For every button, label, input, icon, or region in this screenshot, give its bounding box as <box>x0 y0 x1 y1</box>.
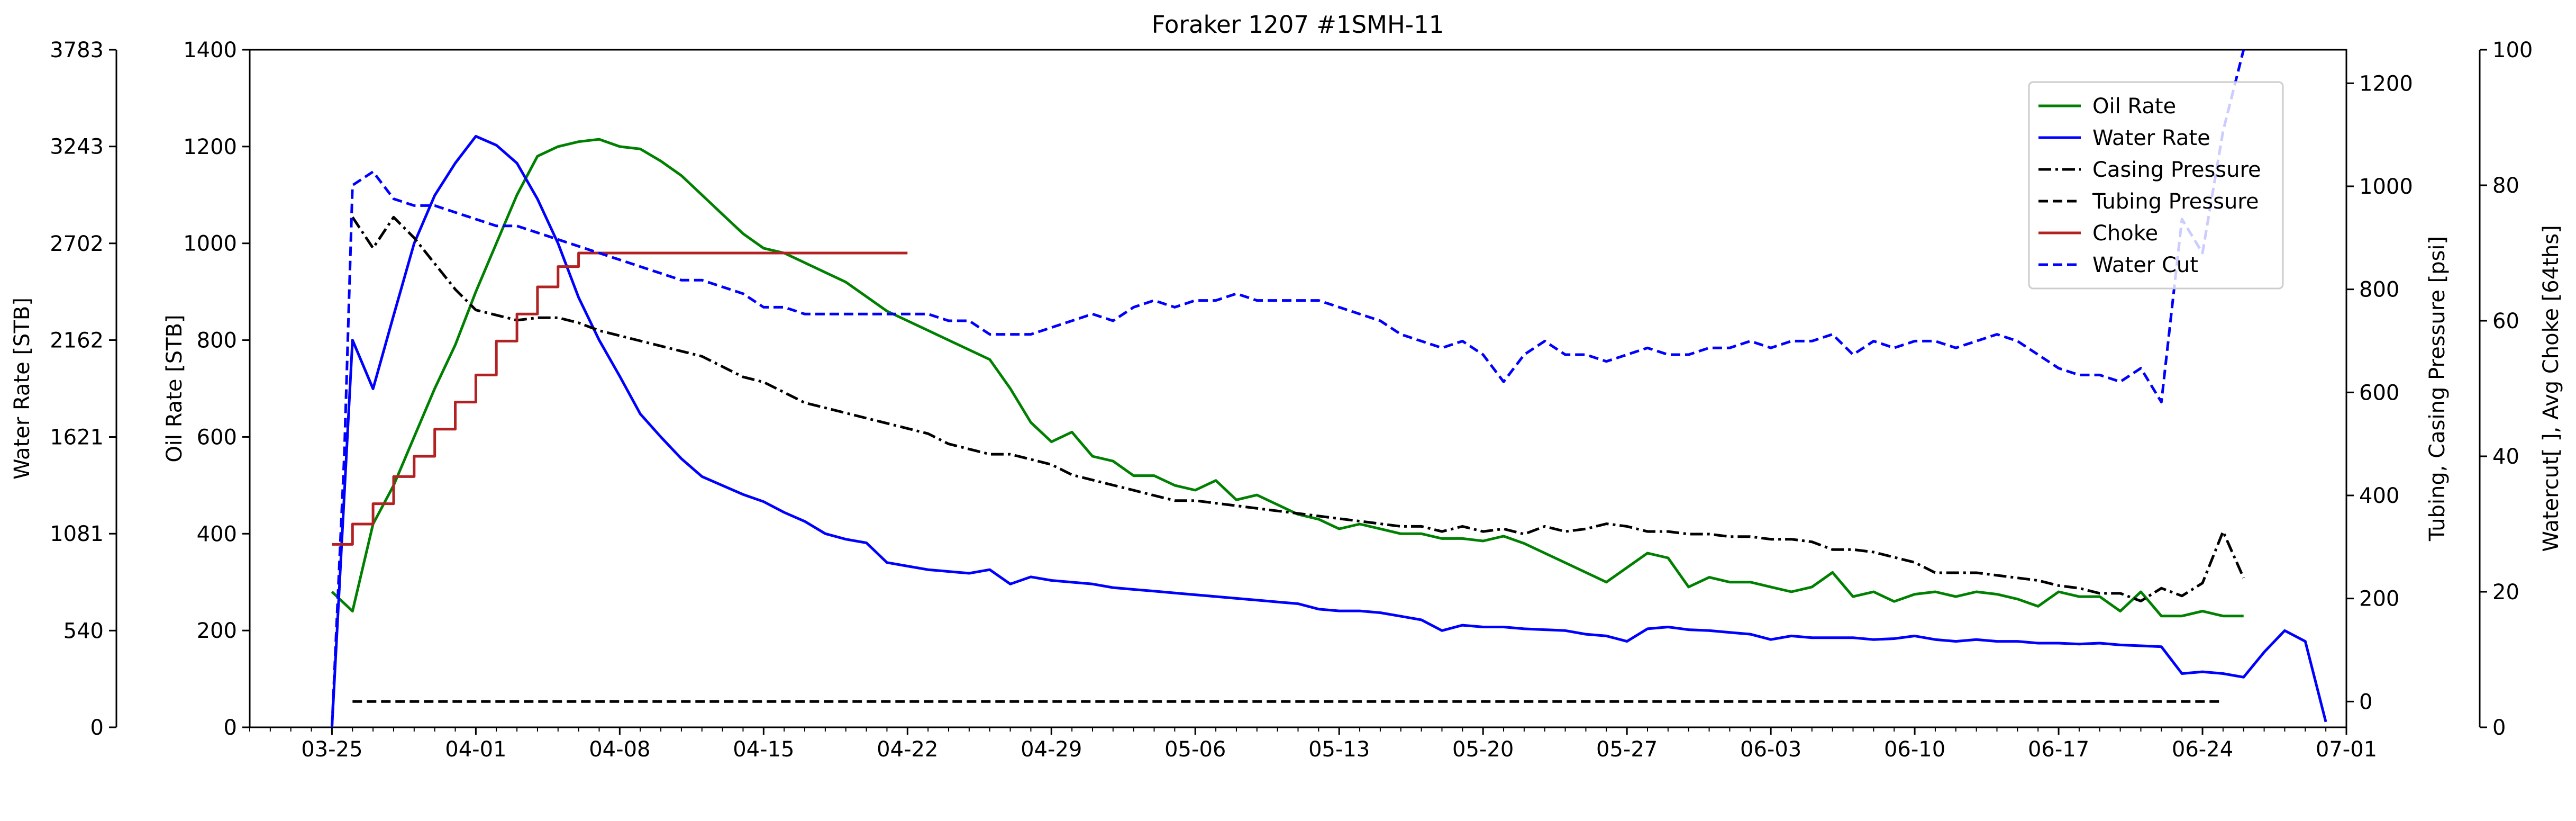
x-tick-label: 04-22 <box>877 737 938 762</box>
water-rate-tick-label: 3783 <box>50 38 104 62</box>
legend: Oil Rate Water Rate Casing Pressure Tubing … <box>2028 81 2284 290</box>
oil-rate-tick-label: 1200 <box>183 135 237 159</box>
legend-label: Water Rate <box>2092 126 2210 150</box>
x-tick-label: 05-13 <box>1308 737 1370 762</box>
x-tick-label: 04-15 <box>733 737 794 762</box>
oil-rate-tick-label: 600 <box>197 425 237 449</box>
oil-rate-tick-label: 800 <box>197 329 237 353</box>
pressure-tick-label: 600 <box>2359 381 2399 405</box>
pressure-tick-label: 200 <box>2359 587 2399 611</box>
legend-label: Oil Rate <box>2092 94 2176 119</box>
watercut-choke-tick-label: 20 <box>2492 580 2519 605</box>
oil-rate-tick-label: 1400 <box>183 38 237 62</box>
watercut-choke-tick-label: 40 <box>2492 445 2519 469</box>
x-tick-label: 07-01 <box>2316 737 2377 762</box>
oil-rate-tick-label: 1000 <box>183 232 237 256</box>
x-tick-label: 05-20 <box>1452 737 1514 762</box>
oil-rate-axis-label: Oil Rate [STB] <box>162 314 187 462</box>
x-tick-label: 06-24 <box>2172 737 2233 762</box>
series-layer <box>330 49 2327 728</box>
water-rate-tick-label: 3243 <box>50 135 104 159</box>
oil-rate-tick-label: 200 <box>197 619 237 643</box>
water-rate-tick-label: 0 <box>90 716 104 740</box>
x-tick-label: 05-27 <box>1596 737 1658 762</box>
pressure-tick-label: 1000 <box>2359 175 2413 199</box>
pressure-tick-label: 0 <box>2359 690 2372 714</box>
legend-label: Casing Pressure <box>2092 158 2261 182</box>
water-rate-tick-label: 2162 <box>50 328 104 353</box>
pressure-axis-label: Tubing, Casing Pressure [psi] <box>2425 236 2450 542</box>
oil-rate-tick-label: 400 <box>197 522 237 546</box>
watercut-choke-tick-label: 0 <box>2492 716 2506 740</box>
oil-rate-tick-label: 0 <box>224 716 237 740</box>
series-water-rate-line <box>330 134 2327 728</box>
x-tick-label: 06-03 <box>1740 737 1801 762</box>
pressure-tick-label: 1200 <box>2359 71 2413 96</box>
chart-title: Foraker 1207 #1SMH-11 <box>1152 11 1444 39</box>
legend-label: Water Cut <box>2092 253 2198 277</box>
watercut-choke-tick-label: 60 <box>2492 309 2519 333</box>
pressure-tick-label: 400 <box>2359 484 2399 508</box>
series-casing-pressure-line <box>351 215 2245 602</box>
x-tick-label: 03-25 <box>301 737 362 762</box>
watercut-choke-tick-label: 80 <box>2492 174 2519 198</box>
series-water-cut-line <box>330 49 2245 728</box>
x-tick-label: 06-17 <box>2028 737 2089 762</box>
x-tick-label: 05-06 <box>1164 737 1226 762</box>
x-tick-label: 04-08 <box>589 737 650 762</box>
water-rate-axis-label: Water Rate [STB] <box>10 297 34 480</box>
x-tick-label: 04-01 <box>445 737 506 762</box>
pressure-tick-label: 800 <box>2359 278 2399 302</box>
water-rate-tick-label: 1621 <box>50 426 104 450</box>
water-rate-tick-label: 540 <box>63 619 104 643</box>
x-tick-label: 06-10 <box>1884 737 1945 762</box>
series-oil-rate-line <box>331 138 2244 618</box>
legend-label: Choke <box>2092 221 2158 246</box>
legend-box <box>2028 81 2284 290</box>
watercut-choke-tick-label: 100 <box>2492 38 2533 62</box>
axes-ticks: 03-25 04-01 04-08 04-15 04-22 04-29 05-06 05-13… <box>50 38 2533 762</box>
watercut-choke-axis-label: Watercut[ ], Avg Choke [64ths] <box>2539 225 2563 552</box>
x-tick-label: 04-29 <box>1021 737 1082 762</box>
series-choke-line <box>332 251 908 546</box>
water-rate-tick-label: 1081 <box>50 522 104 546</box>
legend-label: Tubing Pressure <box>2092 190 2259 214</box>
water-rate-tick-label: 2702 <box>50 232 104 256</box>
